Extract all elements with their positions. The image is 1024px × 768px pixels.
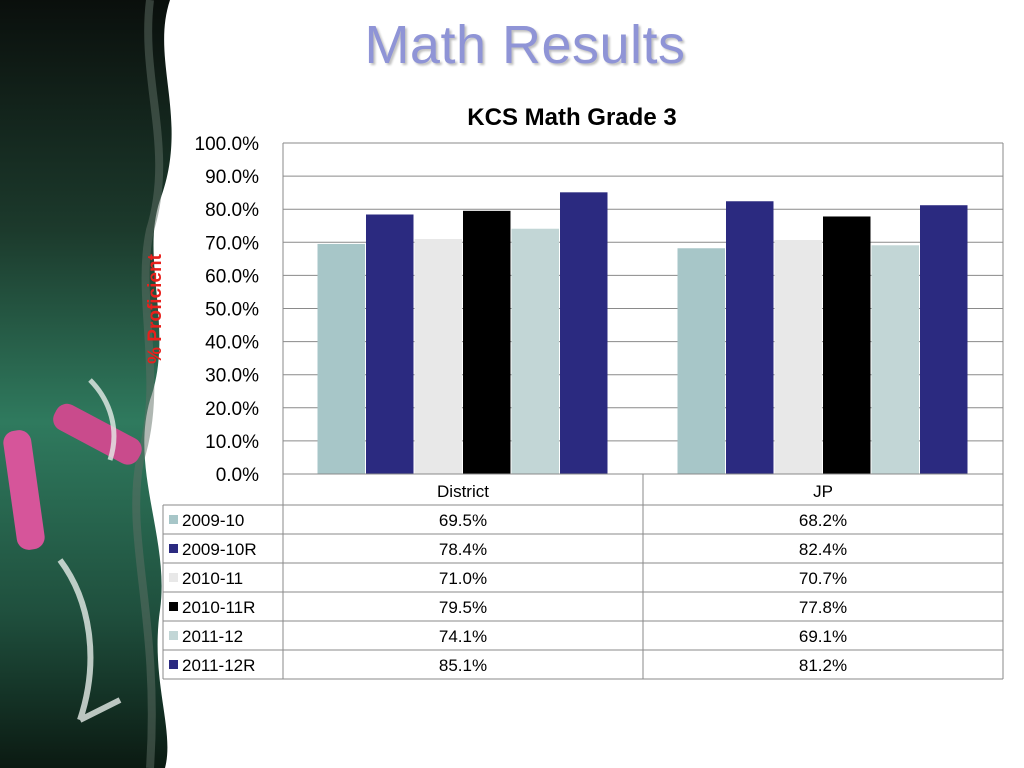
data-label: 68.2%: [799, 511, 847, 530]
y-tick-label: 40.0%: [205, 333, 259, 354]
legend-swatch: [169, 544, 178, 553]
y-tick-labels: 0.0% 10.0% 20.0% 30.0% 40.0% 50.0% 60.0% 70.0% 8…: [195, 134, 260, 486]
y-tick-label: 90.0%: [205, 167, 259, 188]
legend-swatch: [169, 660, 178, 669]
data-label: 70.7%: [799, 569, 847, 588]
data-label: 81.2%: [799, 656, 847, 675]
y-tick-label: 100.0%: [195, 134, 260, 155]
data-label: 82.4%: [799, 540, 847, 559]
y-tick-label: 50.0%: [205, 300, 259, 321]
data-label: 78.4%: [439, 540, 487, 559]
legend-swatch: [169, 602, 178, 611]
legend-swatch: [169, 515, 178, 524]
bar: [920, 205, 968, 474]
bar: [823, 216, 871, 474]
bar: [726, 201, 774, 475]
bars: [317, 192, 968, 475]
legend-entry: 2010-11R: [182, 598, 255, 617]
y-tick-label: 20.0%: [205, 399, 259, 420]
y-tick-label: 30.0%: [205, 366, 259, 387]
y-tick-label: 60.0%: [205, 266, 259, 287]
data-label: 79.5%: [439, 598, 487, 617]
data-label: 69.1%: [799, 627, 847, 646]
legend-entry: 2011-12: [182, 627, 243, 646]
x-tick-label: District: [437, 482, 489, 501]
slide-title: Math Results: [364, 15, 686, 75]
bar: [871, 245, 919, 474]
legend-entry: 2009-10: [182, 511, 244, 530]
chalk-stick-pink: [3, 403, 142, 550]
data-table: District JP 2009-10 69.5% 68.2% 2009-10R 78.4%…: [162, 473, 1004, 680]
x-tick-label: JP: [813, 482, 833, 501]
data-label: 74.1%: [439, 627, 487, 646]
bar: [511, 228, 559, 474]
bar: [463, 210, 511, 475]
legend-swatch: [169, 573, 178, 582]
data-label: 69.5%: [439, 511, 487, 530]
legend-entry: 2010-11: [182, 569, 243, 588]
data-label: 85.1%: [439, 656, 487, 675]
bar: [677, 248, 725, 474]
bar: [560, 192, 608, 474]
bar: [317, 243, 365, 474]
y-tick-label: 70.0%: [205, 233, 259, 254]
y-tick-label: 0.0%: [216, 465, 259, 486]
legend-entry: 2011-12R: [182, 656, 255, 675]
data-label: 77.8%: [799, 598, 847, 617]
y-tick-label: 80.0%: [205, 200, 259, 221]
y-tick-label: 10.0%: [205, 432, 259, 453]
chalkboard-decoration: [0, 0, 172, 768]
legend-swatch: [169, 631, 178, 640]
data-label: 71.0%: [439, 569, 487, 588]
chart-title: KCS Math Grade 3: [467, 104, 676, 131]
legend-entry: 2009-10R: [182, 540, 257, 559]
bar: [414, 238, 462, 474]
bar: [366, 214, 414, 474]
y-axis-label: % Proficient: [145, 253, 166, 363]
bar: [774, 239, 822, 474]
